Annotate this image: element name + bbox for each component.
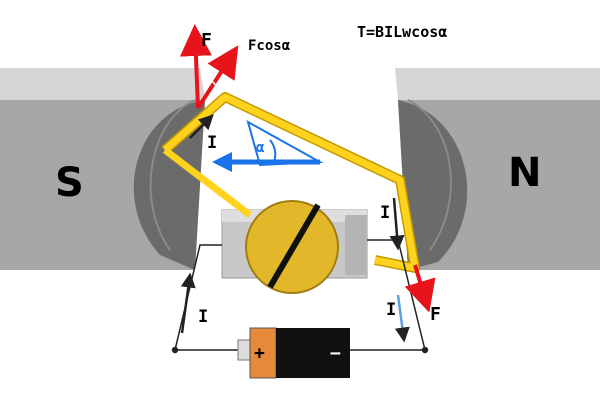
- north-pole-label: N: [508, 150, 541, 196]
- current-arrow-circuit-left: [180, 272, 196, 334]
- force-arrow-cos: [196, 45, 239, 110]
- force-bottom-label: F: [430, 304, 441, 325]
- current-arrow-circuit-right: [394, 294, 410, 343]
- force-top-label: F: [201, 30, 212, 51]
- battery: [237, 327, 350, 379]
- battery-positive-label: +: [254, 343, 265, 364]
- angle-arc-top: [204, 80, 217, 87]
- force-cos-label: Fcosα: [248, 38, 290, 54]
- battery-negative-label: −: [330, 343, 341, 364]
- current-arrow-loop-left: [189, 114, 214, 139]
- commutator: [245, 200, 339, 294]
- current-loop-right-label: I: [380, 203, 390, 223]
- south-magnet: [0, 68, 205, 270]
- current-circuit-right-label: I: [386, 300, 396, 320]
- current-circuit-left-label: I: [198, 307, 208, 327]
- current-loop-left-label: I: [207, 133, 217, 153]
- current-arrows: [180, 114, 410, 343]
- south-pole-label: S: [55, 160, 84, 206]
- alpha-mid-label: α: [256, 140, 264, 156]
- force-arrows: [179, 24, 436, 313]
- force-arrow-up: [179, 24, 212, 109]
- north-magnet: [395, 68, 600, 270]
- current-arrow-loop-right: [389, 197, 405, 251]
- force-arrow-down: [404, 264, 436, 313]
- alpha-top-label: α: [202, 73, 210, 89]
- field-arrow: [212, 119, 324, 172]
- torque-formula: T=BILwcosα: [357, 23, 447, 41]
